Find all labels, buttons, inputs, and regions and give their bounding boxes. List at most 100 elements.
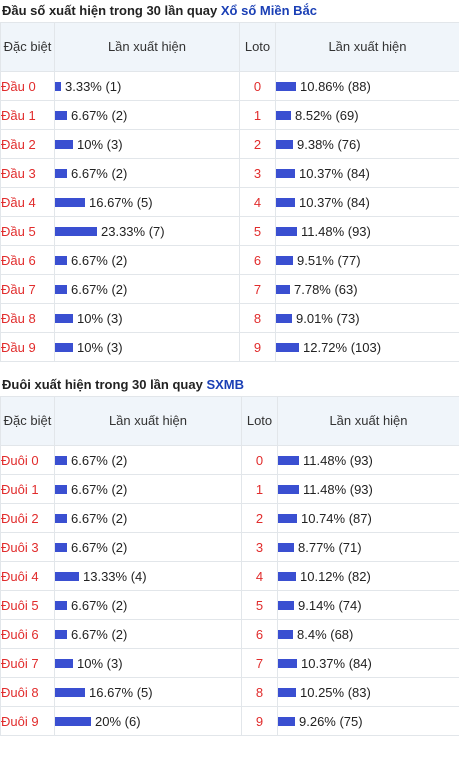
dau-header-loto: Loto (239, 22, 276, 72)
loto-cell: 10.12% (82) (277, 561, 459, 591)
dac-biet-cell: 10% (3) (54, 129, 240, 159)
duoi-row-label: Đuôi 2 (0, 503, 55, 533)
loto-cell: 11.48% (93) (277, 474, 459, 504)
loto-value: 9.01% (73) (296, 311, 360, 327)
dac-biet-bar (55, 688, 85, 698)
dac-biet-value: 10% (3) (77, 340, 123, 356)
duoi-row-loto: 0 (241, 445, 278, 475)
dau-row-loto: 5 (239, 216, 276, 246)
duoi-row: Đuôi 3 6.67% (2) 3 8.77% (71) (0, 532, 459, 562)
dau-row: Đầu 1 6.67% (2) 1 8.52% (69) (0, 100, 459, 130)
duoi-row-label: Đuôi 5 (0, 590, 55, 620)
duoi-row-loto: 4 (241, 561, 278, 591)
dac-biet-cell: 16.67% (5) (54, 677, 242, 707)
dac-biet-cell: 3.33% (1) (54, 71, 240, 101)
dau-section-title: Đầu số xuất hiện trong 30 lần quay Xổ số… (0, 0, 459, 22)
dau-row: Đầu 6 6.67% (2) 6 9.51% (77) (0, 245, 459, 275)
loto-value: 10.86% (88) (300, 79, 371, 95)
dau-row: Đầu 0 3.33% (1) 0 10.86% (88) (0, 71, 459, 101)
dac-biet-cell: 13.33% (4) (54, 561, 242, 591)
duoi-row-loto: 3 (241, 532, 278, 562)
duoi-title-link[interactable]: SXMB (206, 377, 244, 392)
dau-row-label: Đầu 5 (0, 216, 55, 246)
dac-biet-bar (55, 601, 67, 611)
loto-bar (276, 256, 293, 266)
dac-biet-cell: 16.67% (5) (54, 187, 240, 217)
dac-biet-value: 10% (3) (77, 311, 123, 327)
duoi-header-lan-xuat-hien: Lần xuất hiện (54, 396, 242, 446)
loto-value: 10.37% (84) (299, 195, 370, 211)
dau-row-label: Đầu 1 (0, 100, 55, 130)
loto-bar (276, 314, 292, 324)
dac-biet-bar (55, 256, 67, 266)
duoi-row: Đuôi 7 10% (3) 7 10.37% (84) (0, 648, 459, 678)
duoi-header-dac-biet: Đặc biệt (0, 396, 55, 446)
dau-row-loto: 3 (239, 158, 276, 188)
loto-cell: 7.78% (63) (275, 274, 459, 304)
dau-header-lan-xuat-hien: Lần xuất hiện (54, 22, 240, 72)
dau-row-loto: 8 (239, 303, 276, 333)
dac-biet-cell: 6.67% (2) (54, 619, 242, 649)
loto-bar (278, 543, 294, 553)
loto-cell: 10.37% (84) (275, 158, 459, 188)
loto-value: 7.78% (63) (294, 282, 358, 298)
dau-row-label: Đầu 3 (0, 158, 55, 188)
dau-table-body: Đầu 0 3.33% (1) 0 10.86% (88) Đầu 1 6.67% (2)… (0, 71, 459, 362)
duoi-row-loto: 2 (241, 503, 278, 533)
dac-biet-cell: 6.67% (2) (54, 532, 242, 562)
dac-biet-value: 6.67% (2) (71, 108, 128, 124)
dac-biet-value: 3.33% (1) (65, 79, 122, 95)
dau-title-link[interactable]: Xổ số Miền Bắc (220, 3, 317, 18)
dau-row-loto: 0 (239, 71, 276, 101)
dau-title-text: Đầu số xuất hiện trong 30 lần quay (2, 3, 218, 18)
loto-value: 8.4% (68) (297, 627, 354, 643)
loto-bar (276, 227, 297, 237)
dau-header-lan-xuat-hien-loto: Lần xuất hiện (275, 22, 459, 72)
dau-row-loto: 6 (239, 245, 276, 275)
loto-value: 10.12% (82) (300, 569, 371, 585)
dac-biet-value: 6.67% (2) (71, 253, 128, 269)
dac-biet-bar (55, 227, 97, 237)
dau-row: Đầu 9 10% (3) 9 12.72% (103) (0, 332, 459, 362)
dau-row: Đầu 3 6.67% (2) 3 10.37% (84) (0, 158, 459, 188)
dac-biet-value: 20% (6) (95, 714, 141, 730)
duoi-row: Đuôi 9 20% (6) 9 9.26% (75) (0, 706, 459, 736)
duoi-row-label: Đuôi 3 (0, 532, 55, 562)
dac-biet-bar (55, 543, 67, 553)
duoi-row: Đuôi 2 6.67% (2) 2 10.74% (87) (0, 503, 459, 533)
dac-biet-bar (55, 456, 67, 466)
loto-bar (276, 198, 295, 208)
loto-cell: 9.01% (73) (275, 303, 459, 333)
loto-bar (276, 285, 290, 295)
loto-value: 9.14% (74) (298, 598, 362, 614)
duoi-table-body: Đuôi 0 6.67% (2) 0 11.48% (93) Đuôi 1 6.67% (… (0, 445, 459, 736)
loto-cell: 12.72% (103) (275, 332, 459, 362)
duoi-row-loto: 5 (241, 590, 278, 620)
dac-biet-cell: 23.33% (7) (54, 216, 240, 246)
duoi-row-label: Đuôi 8 (0, 677, 55, 707)
dac-biet-value: 16.67% (5) (89, 195, 153, 211)
loto-bar (276, 111, 291, 121)
dau-row: Đầu 5 23.33% (7) 5 11.48% (93) (0, 216, 459, 246)
loto-bar (278, 601, 294, 611)
loto-value: 10.37% (84) (299, 166, 370, 182)
dac-biet-cell: 6.67% (2) (54, 590, 242, 620)
duoi-header-loto: Loto (241, 396, 278, 446)
dau-row-loto: 4 (239, 187, 276, 217)
dau-table: Đặc biệt Lần xuất hiện Loto Lần xuất hiệ… (0, 22, 459, 362)
loto-cell: 10.74% (87) (277, 503, 459, 533)
dac-biet-bar (55, 169, 67, 179)
duoi-row: Đuôi 8 16.67% (5) 8 10.25% (83) (0, 677, 459, 707)
duoi-row-loto: 7 (241, 648, 278, 678)
loto-bar (276, 343, 299, 353)
duoi-table: Đặc biệt Lần xuất hiện Loto Lần xuất hiệ… (0, 396, 459, 736)
duoi-row: Đuôi 4 13.33% (4) 4 10.12% (82) (0, 561, 459, 591)
dac-biet-cell: 6.67% (2) (54, 474, 242, 504)
dau-row: Đầu 2 10% (3) 2 9.38% (76) (0, 129, 459, 159)
dac-biet-bar (55, 485, 67, 495)
dac-biet-bar (55, 314, 73, 324)
dac-biet-value: 6.67% (2) (71, 482, 128, 498)
dau-header-dac-biet: Đặc biệt (0, 22, 55, 72)
dac-biet-value: 6.67% (2) (71, 627, 128, 643)
dau-row-label: Đầu 0 (0, 71, 55, 101)
